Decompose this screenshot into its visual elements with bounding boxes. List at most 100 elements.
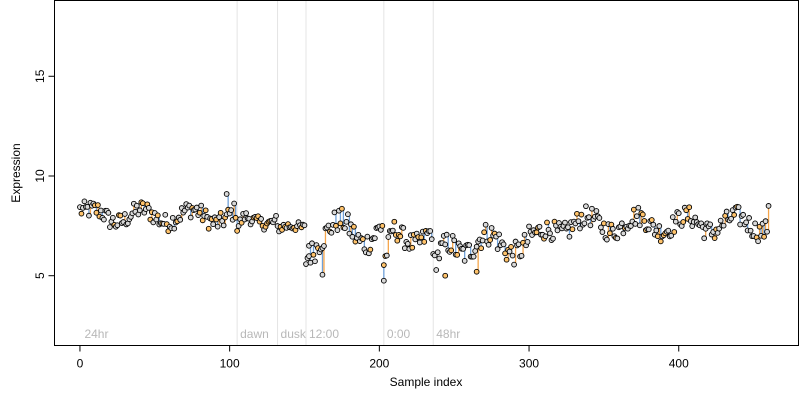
data-point	[672, 218, 679, 225]
data-point	[443, 231, 450, 238]
data-point	[488, 225, 495, 231]
data-point	[747, 227, 754, 234]
data-point	[385, 234, 392, 240]
data-point	[575, 218, 582, 225]
data-point	[669, 214, 676, 220]
data-point	[397, 233, 404, 240]
data-point	[198, 202, 205, 209]
data-point	[479, 237, 486, 244]
data-point	[500, 241, 507, 248]
data-point	[196, 209, 203, 216]
data-point	[105, 210, 112, 216]
data-point	[481, 229, 487, 236]
data-point	[442, 272, 449, 279]
data-point	[139, 200, 146, 207]
data-point	[421, 239, 428, 245]
data-point	[349, 233, 356, 240]
data-point	[364, 233, 371, 240]
x-tick-label: 0	[77, 357, 84, 371]
data-point	[454, 252, 461, 258]
data-point	[485, 241, 492, 248]
data-point	[599, 229, 606, 235]
data-point	[562, 219, 568, 226]
y-tick-label: 10	[33, 169, 47, 183]
data-point	[601, 220, 607, 227]
data-point	[220, 222, 227, 229]
dividers-layer	[236, 0, 434, 346]
data-point	[337, 220, 344, 227]
data-point	[434, 249, 441, 256]
data-point	[583, 203, 589, 210]
data-point	[635, 204, 642, 211]
data-point	[81, 198, 88, 205]
data-point	[680, 219, 687, 225]
y-tick-label: 5	[33, 272, 47, 279]
data-point	[205, 225, 212, 232]
data-point	[193, 204, 200, 211]
data-point	[518, 252, 525, 259]
data-point	[604, 236, 610, 243]
data-point	[765, 203, 772, 209]
data-point	[391, 218, 398, 225]
data-point	[620, 230, 627, 237]
data-point	[389, 227, 396, 234]
data-point	[461, 258, 468, 264]
data-point	[707, 221, 714, 228]
data-point	[145, 205, 152, 211]
data-point	[187, 214, 194, 221]
data-point	[641, 218, 648, 224]
data-point	[273, 212, 279, 219]
data-point	[586, 214, 592, 220]
data-point	[614, 235, 621, 242]
data-point	[648, 217, 655, 223]
data-point	[503, 256, 510, 263]
data-point	[342, 225, 348, 232]
data-point	[554, 227, 561, 234]
data-point	[107, 224, 113, 230]
data-point	[524, 239, 531, 245]
data-point	[650, 221, 657, 228]
data-point	[210, 221, 217, 228]
data-point	[78, 210, 85, 217]
data-point	[177, 216, 184, 223]
data-point	[133, 202, 140, 209]
data-point	[717, 217, 724, 224]
data-point	[574, 210, 580, 217]
data-point	[136, 207, 143, 214]
data-point	[228, 207, 234, 213]
data-point	[544, 219, 550, 226]
data-point	[400, 225, 407, 231]
data-point	[692, 214, 699, 221]
data-point	[379, 223, 386, 229]
data-point	[234, 228, 240, 234]
data-point	[509, 252, 516, 259]
data-point	[639, 211, 646, 218]
data-point	[101, 216, 107, 223]
data-point	[231, 200, 237, 207]
data-point	[657, 238, 664, 245]
data-point	[566, 233, 573, 240]
data-point	[701, 235, 708, 242]
data-point	[351, 223, 357, 230]
data-point	[610, 225, 616, 232]
annotations-layer: dawn dusk 12:00 0:00 48hr 24hr	[84, 327, 460, 341]
data-point	[301, 222, 308, 229]
data-point	[416, 239, 423, 246]
data-point	[743, 219, 749, 226]
data-point	[223, 191, 230, 197]
data-point	[478, 245, 484, 252]
data-point	[169, 214, 176, 221]
data-point	[633, 213, 640, 220]
x-tick-label: 100	[220, 357, 240, 371]
data-point	[154, 212, 161, 219]
divider-label: dusk	[281, 327, 307, 341]
data-point	[473, 268, 480, 275]
data-point	[735, 204, 742, 210]
data-point	[448, 247, 455, 254]
x-tick-label: 300	[519, 357, 539, 371]
data-point	[496, 231, 502, 238]
data-point	[367, 246, 374, 253]
data-point	[589, 205, 595, 212]
data-point	[436, 255, 443, 262]
